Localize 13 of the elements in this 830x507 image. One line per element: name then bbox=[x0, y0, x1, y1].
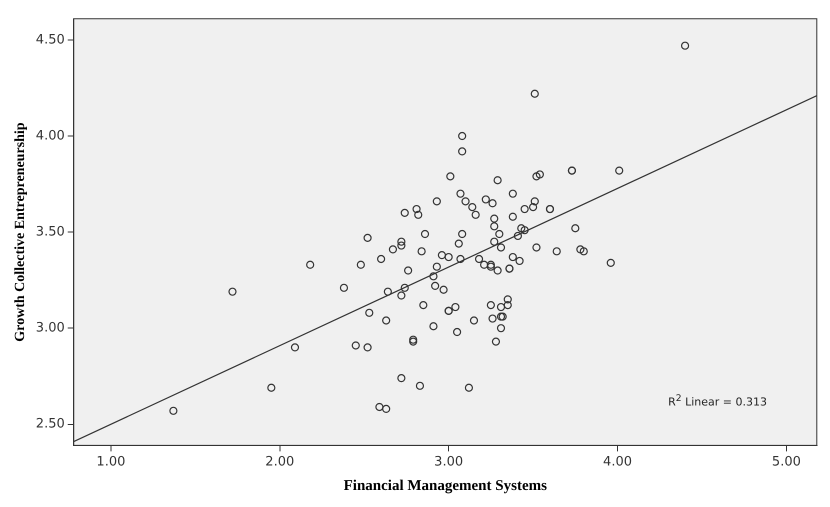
y-tick-label: 4.00 bbox=[36, 128, 65, 144]
y-tick-label: 4.50 bbox=[36, 32, 65, 48]
annotation: R$^{2}$ Linear = 0.313 bbox=[668, 393, 767, 409]
x-tick-label: 5.00 bbox=[772, 454, 801, 470]
x-tick-label: 1.00 bbox=[96, 454, 126, 470]
x-tick-label: 3.00 bbox=[434, 454, 464, 470]
y-axis-title: Growth Collective Entrepreneurship bbox=[13, 122, 28, 342]
x-axis-title: Financial Management Systems bbox=[344, 478, 548, 494]
x-tick-label: 4.00 bbox=[603, 454, 632, 470]
x-tick-label: 2.00 bbox=[265, 454, 294, 470]
y-tick-label: 3.50 bbox=[36, 224, 65, 240]
y-tick-label: 2.50 bbox=[36, 416, 65, 432]
y-tick-label: 3.00 bbox=[36, 320, 65, 336]
